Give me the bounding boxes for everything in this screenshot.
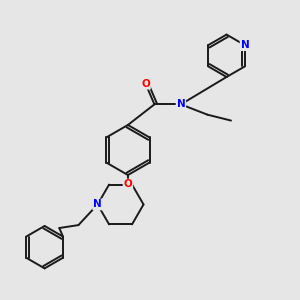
Text: O: O xyxy=(141,79,150,89)
Text: N: N xyxy=(176,99,185,110)
Text: O: O xyxy=(124,179,132,190)
Text: N: N xyxy=(93,200,102,209)
Text: N: N xyxy=(241,40,249,50)
